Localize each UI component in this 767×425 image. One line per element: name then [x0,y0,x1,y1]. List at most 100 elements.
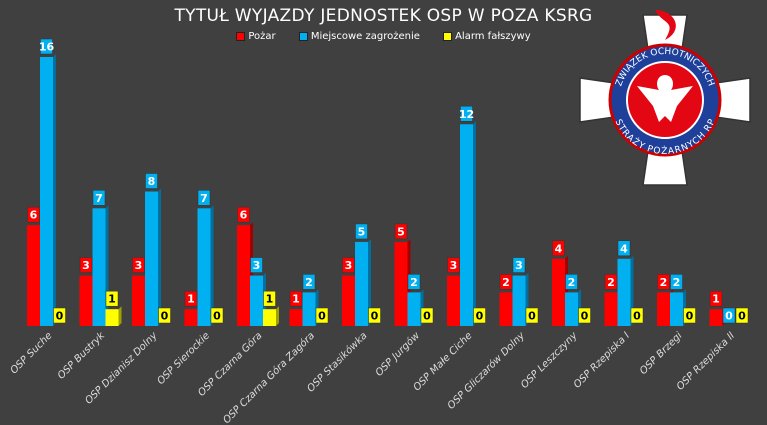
data-label: 0 [371,310,379,323]
data-label: 3 [515,259,523,272]
data-label: 0 [423,310,431,323]
legend-item-miejscowe: Miejscowe zagrożenie [298,31,420,42]
bar [237,225,250,326]
data-label: 0 [476,310,484,323]
data-label-box [302,274,316,290]
bar [552,258,565,326]
x-tick-label: OSP Czarna Góra Zagóra [221,330,318,425]
legend-label: Pożar [248,31,276,42]
data-label: 5 [397,225,405,238]
data-label-box [79,257,93,273]
data-label: 5 [358,225,366,238]
data-label: 0 [528,310,536,323]
legend: Pożar Miejscowe zagrożenie Alarm fałszyw… [0,31,767,42]
data-label-box [617,240,631,256]
bar [289,309,303,326]
legend-swatch [298,31,308,41]
data-label-box [525,307,539,324]
data-label-box [552,240,565,256]
data-label: 3 [345,259,353,272]
data-label-box [250,257,263,273]
data-label-box [40,38,53,55]
data-label: 2 [660,276,668,289]
bar-side [276,306,279,326]
data-label-box [53,307,66,324]
bar [27,225,40,326]
data-label: 1 [108,293,116,306]
x-tick-label: OSP Rzepiska I [572,330,632,390]
data-label: 7 [95,192,103,205]
data-label: 0 [686,310,694,323]
bar-side [368,238,371,326]
bar [512,275,526,326]
bar [407,292,421,326]
data-label: 0 [318,310,326,323]
x-tick-label: OSP Brzegi [638,330,685,377]
data-label: 6 [30,209,38,222]
data-label: 1 [187,293,195,306]
legend-item-alarm: Alarm fałszywy [443,31,531,42]
data-label-box [407,274,421,290]
data-label: 2 [607,276,615,289]
bar-side [53,54,56,326]
legend-item-pozar: Pożar [236,31,276,42]
bar [184,309,198,326]
legend-label: Miejscowe zagrożenie [310,31,420,42]
data-label: 2 [410,276,418,289]
data-label: 8 [148,175,156,188]
data-label: 6 [240,209,248,222]
data-label: 3 [82,259,90,272]
bar-side [105,205,109,326]
data-label-box [158,307,171,324]
bar [302,292,316,326]
data-label-box [670,274,683,290]
data-label: 0 [633,310,641,323]
x-tick-label: OSP Jurgów [373,329,423,379]
bar [132,275,145,326]
bar [263,309,276,326]
bar [342,275,355,326]
data-label: 1 [266,293,274,306]
data-label: 4 [555,242,563,255]
bar [79,275,93,326]
data-label-box [460,106,473,122]
data-label-box [447,257,460,273]
bar-side [118,306,122,326]
data-label-box [315,307,329,324]
data-label: 2 [673,276,681,289]
bar-side [473,121,476,326]
x-tick-label: OSP Rzepiska II [675,330,737,392]
legend-swatch [236,31,246,41]
data-label: 1 [712,293,720,306]
data-label: 12 [459,108,474,121]
data-label-box [237,206,250,223]
data-label-box [709,290,723,307]
bar [565,292,578,326]
data-label-box [355,223,368,240]
data-label: 0 [738,310,746,323]
data-label: 16 [39,41,55,54]
data-label-box [342,257,355,273]
data-label: 3 [450,259,458,272]
data-label-box [420,307,434,324]
data-label-box [184,290,198,307]
data-label-box [578,307,591,324]
data-label-box [145,173,158,189]
data-label: 2 [305,276,313,289]
bar [447,275,460,326]
chart-title: TYTUŁ WYJAZDY JEDNOSTEK OSP W POZA KSRG [174,6,593,26]
data-label-box [394,223,408,240]
x-tick-label: OSP Sierockie [155,330,212,387]
data-label-box [657,274,670,290]
bar [92,208,106,326]
data-label: 0 [581,310,589,323]
legend-label: Alarm fałszywy [455,31,531,42]
bar [105,309,119,326]
data-label-box [683,307,696,324]
data-label: 0 [161,310,169,323]
data-label-box [604,274,618,290]
x-tick-label: OSP Bustryk [56,329,108,381]
data-label-box [499,274,513,290]
data-label: 7 [200,192,208,205]
